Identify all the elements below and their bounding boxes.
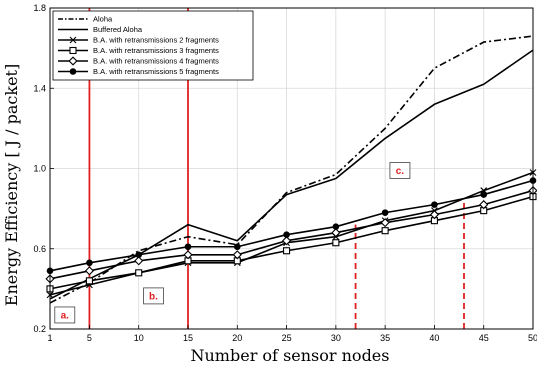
annotation-frame bbox=[389, 162, 411, 179]
tick-labels: 1 5 10 15 20 25 30 35 40 45 500.20.61.01.41.8 bbox=[33, 3, 537, 343]
diamond-marker bbox=[281, 236, 292, 246]
annotation-box: a. bbox=[54, 306, 76, 324]
annotation-frame bbox=[143, 287, 164, 305]
y-tick-label: 1.4 bbox=[33, 83, 46, 93]
y-tick-label: 1.8 bbox=[33, 3, 46, 13]
series-line bbox=[49, 35, 534, 304]
y-axis-label: Energy Efficiency [ J / packet] bbox=[2, 64, 21, 306]
circle-marker bbox=[431, 201, 438, 208]
circle-marker bbox=[381, 209, 389, 216]
square-marker bbox=[135, 269, 143, 277]
circle-marker bbox=[283, 231, 290, 239]
circle-marker bbox=[69, 68, 77, 75]
circle-marker bbox=[135, 251, 143, 259]
diamond-marker bbox=[479, 200, 489, 210]
diamond-marker bbox=[134, 256, 144, 266]
diamond-marker bbox=[183, 250, 193, 260]
x-tick-label: 30 bbox=[331, 333, 341, 343]
circle-marker bbox=[480, 191, 488, 198]
diamond-marker bbox=[68, 56, 78, 66]
circle-marker bbox=[86, 259, 93, 267]
legend-item: Buffered Aloha bbox=[58, 25, 143, 34]
square-marker bbox=[85, 277, 93, 285]
x-tick-label: 5 bbox=[87, 333, 92, 343]
x-marker bbox=[69, 36, 77, 44]
annotation-label: b. bbox=[149, 291, 158, 302]
x-tick-label: 45 bbox=[479, 333, 489, 343]
diamond-marker bbox=[380, 218, 390, 228]
square-marker bbox=[332, 239, 340, 247]
legend-label: B.A. with retransmissions 4 fragments bbox=[93, 57, 219, 66]
y-tick-label: 1.0 bbox=[33, 164, 46, 174]
legend-box bbox=[52, 10, 254, 81]
circle-marker bbox=[184, 243, 192, 251]
legend-item: B.A. with retransmissions 4 fragments bbox=[58, 56, 219, 66]
y-tick-label: 0.2 bbox=[33, 324, 46, 334]
series-1 bbox=[49, 35, 534, 304]
legend-item: B.A. with retransmissions 5 fragments bbox=[58, 67, 219, 76]
x-tick-label: 1 bbox=[47, 333, 52, 343]
circle-marker bbox=[332, 223, 340, 230]
x-tick-label: 15 bbox=[183, 333, 193, 343]
x-axis-label: Number of sensor nodes bbox=[191, 346, 390, 365]
legend-label: B.A. with retransmissions 3 fragments bbox=[93, 46, 219, 55]
annotation-label: a. bbox=[61, 310, 70, 321]
x-tick-label: 10 bbox=[134, 333, 144, 343]
legend-item: B.A. with retransmissions 3 fragments bbox=[58, 46, 219, 55]
legend-label: Aloha bbox=[93, 15, 113, 24]
annotation-frame bbox=[54, 306, 76, 324]
square-marker bbox=[283, 247, 291, 255]
x-tick-label: 40 bbox=[429, 333, 439, 343]
series-2 bbox=[49, 49, 534, 300]
legend-item: B.A. with retransmissions 2 fragments bbox=[58, 36, 219, 45]
diamond-marker bbox=[232, 250, 242, 260]
legend-label: B.A. with retransmissions 2 fragments bbox=[93, 36, 219, 45]
legend-label: B.A. with retransmissions 5 fragments bbox=[93, 67, 219, 76]
circle-marker bbox=[233, 243, 241, 251]
x-tick-label: 25 bbox=[282, 333, 292, 343]
annotation-box: c. bbox=[389, 162, 411, 179]
x-tick-label: 35 bbox=[380, 333, 390, 343]
x-tick-label: 20 bbox=[232, 333, 242, 343]
y-tick-label: 0.6 bbox=[33, 244, 46, 254]
diamond-marker bbox=[331, 228, 341, 238]
legend-item: Aloha bbox=[58, 15, 113, 24]
series-line bbox=[49, 49, 534, 300]
diamond-marker bbox=[84, 266, 95, 276]
series-layer bbox=[45, 35, 537, 304]
square-marker bbox=[381, 227, 389, 235]
annotations: a. b. c. bbox=[54, 162, 411, 324]
legend-label: Buffered Aloha bbox=[93, 25, 143, 34]
annotation-box: b. bbox=[143, 287, 164, 305]
diamond-marker bbox=[429, 210, 440, 220]
x-tick-label: 50 bbox=[528, 333, 537, 343]
square-marker bbox=[69, 46, 77, 55]
annotation-label: c. bbox=[396, 166, 405, 177]
